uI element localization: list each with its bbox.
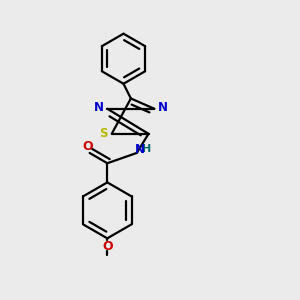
Text: O: O [83,140,94,153]
Text: N: N [94,101,104,114]
Text: N: N [158,101,168,114]
Text: N: N [135,143,145,156]
Text: H: H [142,144,151,154]
Text: O: O [102,240,112,253]
Text: S: S [99,127,107,140]
